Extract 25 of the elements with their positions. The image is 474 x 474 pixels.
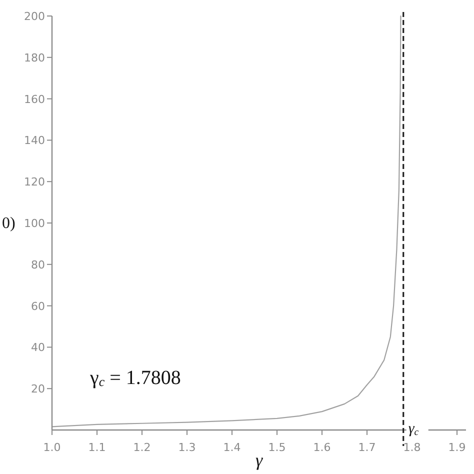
- line-series: [51, 15, 402, 428]
- y-tick-label: 60: [31, 300, 45, 313]
- y-tick-label: 40: [31, 341, 45, 354]
- x-tick-label: 1.1: [88, 441, 106, 454]
- x-tick-label: 1.8: [403, 441, 421, 454]
- y-tick-label: 200: [24, 10, 45, 23]
- x-tick-label: 1.3: [178, 441, 196, 454]
- x-tick-label: 1.5: [268, 441, 286, 454]
- x-tick-label: 1.7: [358, 441, 376, 454]
- y-tick-label: 80: [31, 258, 45, 272]
- y-tick-label: 160: [24, 92, 45, 106]
- x-tick-label: 1.6: [313, 441, 331, 454]
- y-tick-label: 100: [24, 217, 45, 230]
- ref-line-label: γ$_{c}$: [408, 421, 420, 438]
- y-tick-label: 180: [24, 51, 45, 64]
- x-tick-label: 1.2: [133, 441, 151, 454]
- y-tick-label: 120: [24, 176, 45, 189]
- x-axis-title: γ: [255, 450, 264, 470]
- x-tick-label: 1.9: [448, 441, 466, 454]
- y-axis-title: 0): [2, 215, 16, 232]
- y-tick-label: 140: [24, 134, 45, 148]
- annotation: γ$_{c}$ = 1.7808: [89, 367, 181, 389]
- x-tick-label: 1.4: [223, 441, 241, 454]
- x-tick-label: 1.0: [43, 441, 61, 454]
- y-tick-label: 20: [31, 382, 45, 396]
